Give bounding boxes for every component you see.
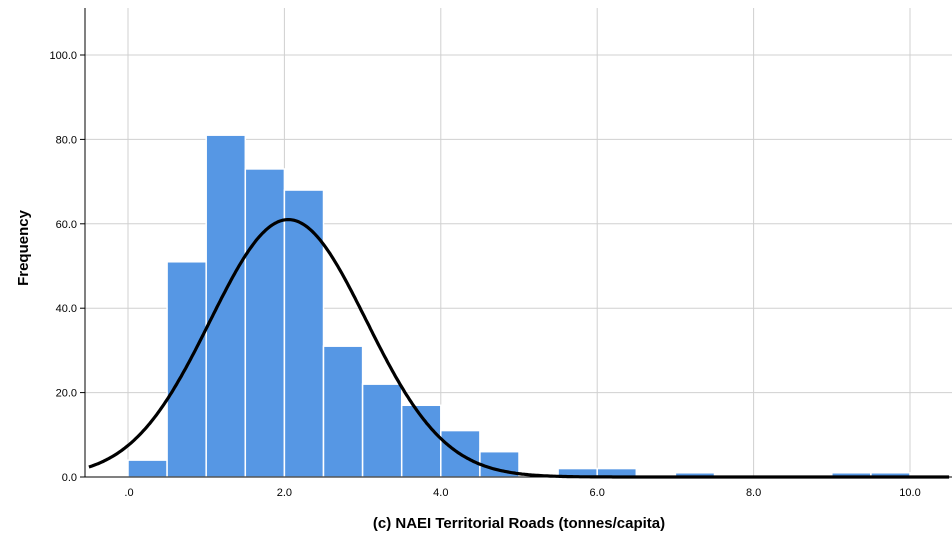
x-tick-label: 10.0 <box>899 487 920 499</box>
bars <box>127 134 911 478</box>
y-tick-label: 60.0 <box>56 219 77 231</box>
y-tick-label: 100.0 <box>49 50 77 62</box>
y-tick-label: 20.0 <box>56 388 77 400</box>
histogram-bar <box>283 189 325 478</box>
histogram-bar <box>244 168 286 478</box>
y-tick-label: 40.0 <box>56 303 77 315</box>
y-tick-label: 80.0 <box>56 134 77 146</box>
histogram-bar <box>361 383 403 478</box>
axes <box>80 8 952 478</box>
histogram-bar <box>127 459 168 478</box>
histogram-bar <box>322 345 364 478</box>
x-axis-title: (c) NAEI Territorial Roads (tonnes/capit… <box>373 515 665 532</box>
x-tick-label: 6.0 <box>590 487 605 499</box>
x-tick-label: .0 <box>124 487 133 499</box>
x-tick-label: 8.0 <box>746 487 761 499</box>
x-tick-label: 2.0 <box>277 487 292 499</box>
x-tick-label: 4.0 <box>433 487 448 499</box>
tick-labels: .0 2.0 4.0 6.0 8.0 10.0 0.0 20.0 40.0 60.0 80.0 100… <box>49 50 920 499</box>
y-axis-title: Frequency <box>15 209 32 286</box>
y-tick-label: 0.0 <box>62 472 77 484</box>
histogram-bar <box>205 134 247 478</box>
